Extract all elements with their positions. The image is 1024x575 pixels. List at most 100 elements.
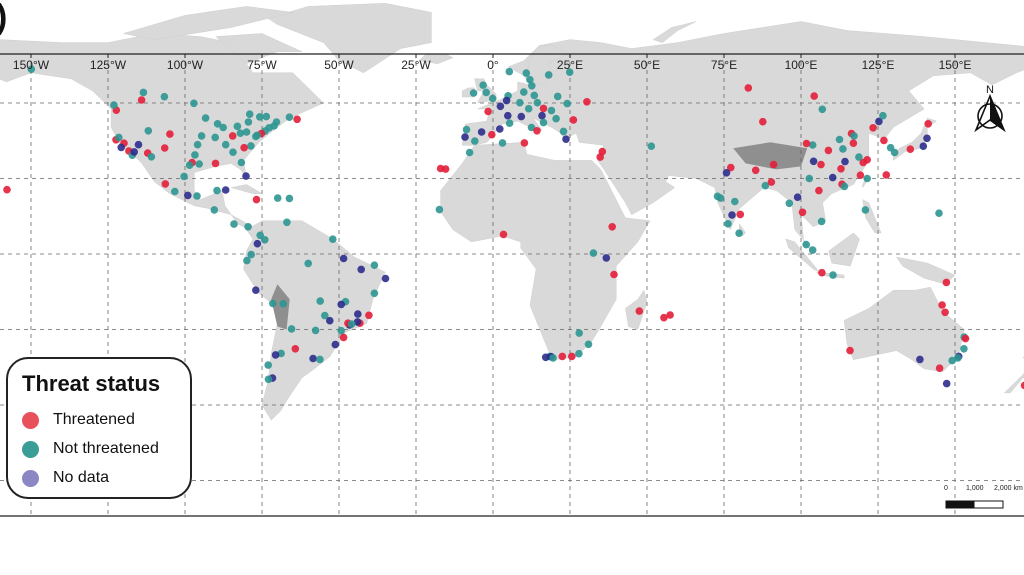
no-data-site-point bbox=[923, 134, 931, 143]
landmass-greenland bbox=[267, 3, 432, 74]
not-threatened-site-point bbox=[855, 153, 863, 161]
not-threatened-site-point bbox=[255, 113, 264, 121]
no-data-site-point bbox=[331, 340, 340, 349]
not-threatened-site-point bbox=[269, 299, 277, 308]
not-threatened-site-point bbox=[575, 329, 583, 337]
no-data-site-point bbox=[496, 102, 505, 111]
not-threatened-site-point bbox=[935, 209, 943, 217]
not-threatened-site-point bbox=[549, 354, 557, 362]
no-data-site-point bbox=[496, 125, 504, 133]
threatened-site-point bbox=[161, 180, 170, 188]
not-threatened-site-point bbox=[498, 139, 507, 147]
not-threatened-site-point bbox=[193, 192, 201, 200]
threatened-site-point bbox=[137, 96, 146, 104]
not-threatened-site-point bbox=[193, 140, 202, 149]
longitude-tick-label: 100°W bbox=[167, 58, 204, 72]
threatened-site-point bbox=[252, 195, 261, 204]
not-threatened-site-point bbox=[863, 174, 871, 183]
legend-item-threatened: Threatened bbox=[22, 409, 135, 431]
north-arrow-label: N bbox=[986, 84, 994, 96]
scale-label-1000: 1,000 bbox=[966, 485, 984, 492]
threatened-site-point bbox=[924, 120, 932, 128]
threatened-swatch bbox=[22, 411, 39, 429]
not-threatened-site-point bbox=[245, 110, 254, 118]
threatened-site-point bbox=[744, 84, 753, 92]
longitude-tick-label: 75°E bbox=[711, 58, 737, 72]
longitude-tick-label: 0° bbox=[487, 58, 499, 72]
landmass-sumatra bbox=[785, 238, 820, 273]
threatened-site-point bbox=[339, 333, 348, 342]
not-threatened-site-point bbox=[818, 105, 827, 114]
not-threatened-site-point bbox=[565, 68, 574, 76]
landmass-south-america bbox=[243, 220, 386, 421]
threatened-site-point bbox=[880, 136, 888, 145]
not-threatened-site-point bbox=[213, 120, 222, 128]
threatened-site-point bbox=[769, 160, 778, 169]
no-data-site-point bbox=[339, 254, 348, 263]
not-threatened-site-point bbox=[724, 220, 732, 228]
not-threatened-swatch bbox=[22, 440, 39, 458]
no-data-site-point bbox=[184, 191, 192, 200]
not-threatened-site-point bbox=[479, 81, 487, 89]
threatened-site-point bbox=[660, 313, 668, 322]
longitude-tick-label: 100°E bbox=[785, 58, 818, 72]
no-data-site-point bbox=[309, 354, 317, 363]
not-threatened-site-point bbox=[465, 148, 474, 157]
not-threatened-site-point bbox=[211, 133, 219, 142]
threatened-site-point bbox=[365, 311, 373, 320]
no-data-site-point bbox=[942, 379, 951, 388]
landmass-africa bbox=[440, 142, 651, 360]
not-threatened-site-point bbox=[861, 206, 870, 214]
threatened-site-point bbox=[815, 186, 823, 195]
not-threatened-site-point bbox=[264, 361, 273, 369]
not-threatened-site-point bbox=[236, 129, 245, 137]
not-threatened-site-point bbox=[160, 92, 169, 101]
not-threatened-site-point bbox=[539, 118, 548, 127]
no-data-site-point bbox=[357, 265, 366, 274]
not-threatened-site-point bbox=[304, 259, 313, 268]
not-threatened-site-point bbox=[528, 82, 536, 90]
not-threatened-site-point bbox=[265, 124, 273, 132]
no-data-site-point bbox=[117, 143, 125, 152]
not-threatened-site-point bbox=[960, 345, 968, 353]
not-threatened-site-point bbox=[180, 172, 188, 181]
threatened-site-point bbox=[240, 143, 248, 152]
not-threatened-site-point bbox=[185, 161, 194, 169]
no-data-site-point bbox=[541, 353, 550, 362]
threatened-site-point bbox=[935, 364, 944, 373]
no-data-site-point bbox=[602, 254, 611, 262]
not-threatened-site-point bbox=[829, 271, 837, 279]
not-threatened-site-point bbox=[110, 101, 118, 109]
not-threatened-site-point bbox=[242, 128, 251, 136]
not-threatened-site-point bbox=[547, 106, 556, 115]
not-threatened-site-point bbox=[802, 240, 810, 249]
threatened-site-point bbox=[228, 132, 237, 140]
no-data-site-point bbox=[134, 140, 143, 149]
not-threatened-site-point bbox=[516, 98, 524, 107]
threatened-site-point bbox=[520, 139, 529, 147]
no-data-site-point bbox=[809, 157, 818, 166]
no-data-site-point bbox=[130, 148, 138, 156]
landmass-scandinavia-sweden bbox=[526, 45, 568, 86]
not-threatened-site-point bbox=[805, 174, 814, 183]
threatened-site-point bbox=[846, 346, 854, 355]
legend-label-not-threatened: Not threatened bbox=[53, 440, 159, 457]
not-threatened-site-point bbox=[256, 231, 265, 240]
not-threatened-site-point bbox=[233, 122, 242, 131]
no-data-site-point bbox=[326, 316, 334, 325]
not-threatened-site-point bbox=[279, 300, 288, 308]
no-data-site-point bbox=[353, 318, 362, 326]
threatened-site-point bbox=[798, 208, 807, 217]
threatened-site-point bbox=[856, 171, 865, 179]
threatened-site-point bbox=[961, 334, 970, 343]
threatened-site-point bbox=[1020, 381, 1024, 390]
not-threatened-site-point bbox=[115, 133, 123, 142]
not-threatened-site-point bbox=[526, 75, 534, 84]
not-threatened-site-point bbox=[716, 194, 725, 202]
scale-bar-labels: 0 1,000 2,000 km bbox=[944, 485, 1024, 495]
not-threatened-site-point bbox=[575, 349, 583, 358]
panel-label: ) bbox=[0, 0, 7, 37]
threatened-site-point bbox=[608, 223, 616, 231]
no-data-site-point bbox=[916, 355, 924, 364]
landmass-arctic-islands bbox=[123, 6, 293, 40]
